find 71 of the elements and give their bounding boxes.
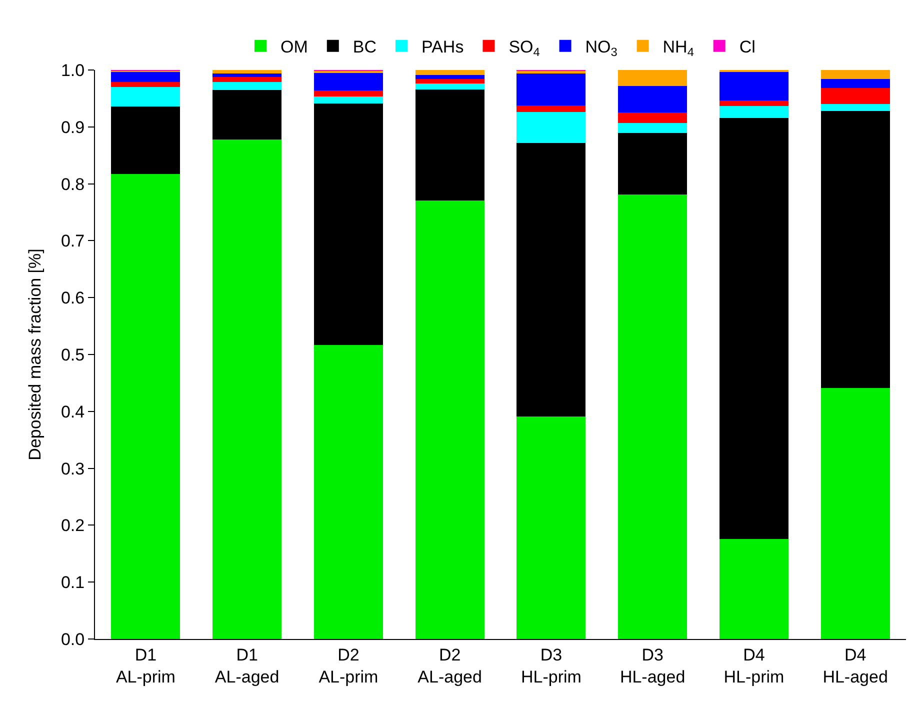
bar (719, 538, 788, 639)
y-tick-label: 0.5 (60, 345, 85, 364)
bar (212, 82, 282, 90)
bar (618, 70, 688, 86)
bar (820, 110, 890, 388)
bar (212, 70, 282, 74)
bar (820, 70, 890, 80)
x-tick-label: D2 AL-aged (418, 645, 482, 686)
bar (111, 82, 180, 88)
bar (618, 194, 688, 639)
bar (415, 84, 484, 90)
bar (516, 142, 586, 417)
y-tick-label: 0.2 (60, 516, 85, 536)
bar (212, 73, 282, 77)
bar (314, 104, 383, 345)
y-tick-label: 0.4 (60, 402, 85, 422)
legend-label: NH$_{4}$ (662, 37, 694, 60)
bar (516, 416, 586, 639)
y-tick-label: 1.0 (60, 60, 85, 80)
bar (212, 76, 282, 82)
bar (314, 72, 383, 90)
bar (719, 100, 788, 106)
bar (719, 72, 788, 101)
x-tick-label: D2 AL-prim (318, 645, 378, 686)
x-tick-label: D1 AL-prim (116, 645, 176, 686)
bar (212, 90, 282, 140)
legend-label: OM (280, 37, 308, 56)
bar (415, 79, 484, 84)
bar (618, 86, 688, 113)
bar (111, 87, 180, 106)
bar (111, 106, 180, 174)
x-tick-label: D3 HL-prim (520, 645, 582, 686)
bar (719, 118, 788, 539)
x-tick-label: D1 AL-aged (214, 645, 280, 686)
bar (820, 104, 890, 111)
y-tick-label: 0.1 (60, 573, 85, 592)
x-tick-label: D4 HL-prim (724, 645, 784, 686)
y-tick-label: 0.6 (60, 288, 85, 308)
y-tick-label: 0.8 (60, 174, 85, 194)
bar (516, 105, 586, 112)
y-axis-title: Deposited mass fraction [%] (26, 248, 45, 460)
bar (820, 79, 890, 88)
legend-label: SO$_{4}$ (508, 37, 540, 60)
bar (415, 70, 484, 76)
legend-label: BC (352, 37, 377, 56)
bar (516, 73, 586, 106)
bar (212, 139, 282, 639)
bar (314, 96, 383, 104)
bar (111, 72, 180, 82)
legend-label: PAHs (422, 37, 464, 56)
y-tick-label: 0.3 (60, 459, 85, 478)
bar (618, 112, 688, 123)
legend-label: Cl (739, 37, 756, 56)
bar (719, 106, 788, 118)
bar (618, 133, 688, 195)
bar (516, 112, 586, 143)
y-tick-label: 0.0 (60, 630, 85, 649)
bar (618, 122, 688, 134)
x-tick-label: D3 HL-aged (620, 645, 686, 686)
bar (111, 174, 180, 639)
legend-label: NO$_{3}$ (585, 37, 618, 60)
bar (415, 89, 484, 200)
bar (314, 344, 383, 639)
y-tick-label: 0.9 (60, 118, 85, 137)
bar (820, 88, 890, 104)
bar (415, 75, 484, 80)
bar (820, 388, 890, 639)
bar (415, 200, 484, 639)
x-tick-label: D4 HL-aged (822, 645, 888, 686)
y-tick-label: 0.7 (60, 232, 85, 251)
bar (314, 90, 383, 97)
